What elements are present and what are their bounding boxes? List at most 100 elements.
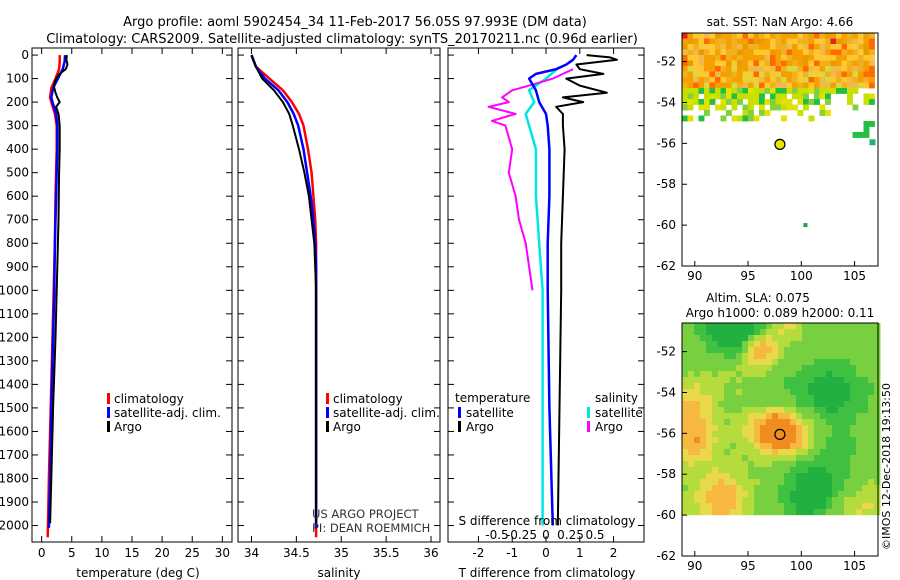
sla-cell (706, 425, 713, 432)
sla-cell (862, 347, 869, 354)
sla-cell (790, 437, 797, 444)
sst-cell (825, 38, 831, 45)
sst-cell (836, 82, 842, 89)
sla-cell (790, 353, 797, 360)
sla-cell (712, 467, 719, 474)
sst-cell (682, 55, 688, 61)
sla-cell (700, 461, 707, 468)
sla-cell (682, 359, 689, 366)
sla-cell (868, 503, 875, 510)
sst-cell (808, 71, 815, 78)
sla-cell (862, 479, 869, 486)
sla-cell (718, 335, 725, 342)
sla-cell (724, 461, 731, 468)
sst-cell (808, 60, 815, 67)
header-line-2: Climatology: CARS2009. Satellite-adjuste… (46, 32, 638, 47)
sla-cell (826, 449, 833, 456)
sla-cell (856, 347, 863, 354)
sla-cell (712, 383, 719, 390)
sst-cell (748, 93, 754, 100)
sst-cell (808, 88, 815, 94)
sst-cell (693, 33, 699, 39)
sla-cell (826, 455, 833, 462)
sst-cell (847, 60, 853, 67)
sla-x-tick-label: 105 (843, 559, 866, 573)
sla-cell (826, 377, 833, 384)
sst-cell (869, 66, 875, 72)
sla-cell (682, 425, 689, 432)
sst-cell (781, 49, 787, 56)
sla-cell (856, 437, 863, 444)
sst-cell (786, 38, 793, 45)
sla-cell (700, 341, 707, 348)
sla-cell (730, 353, 737, 360)
sst-cell (814, 77, 820, 83)
sla-cell (688, 497, 695, 504)
legend-swatch-argo (326, 421, 329, 432)
sst-cell (814, 38, 820, 45)
legend-swatch-temp-satellite (458, 407, 461, 418)
sla-cell (856, 503, 863, 510)
sla-cell (736, 461, 743, 468)
sla-cell (826, 407, 833, 414)
sst-cell (819, 33, 826, 39)
sla-cell (754, 413, 761, 420)
sla-cell (772, 407, 779, 414)
sla-cell (772, 437, 779, 444)
sla-cell (814, 383, 821, 390)
sst-cell (709, 66, 716, 72)
sla-cell (790, 377, 797, 384)
sla-cell (700, 329, 707, 336)
sla-cell (754, 443, 761, 450)
sla-cell (712, 425, 719, 432)
sla-cell (688, 419, 695, 426)
sla-map-title-2: Argo h1000: 0.089 h2000: 0.11 (686, 306, 875, 320)
sst-cell (858, 55, 864, 61)
sla-cell (730, 479, 737, 486)
sst-cell (704, 88, 710, 94)
sla-cell (862, 449, 869, 456)
sst-cell (781, 93, 787, 100)
sla-cell (784, 449, 791, 456)
sla-cell (682, 443, 689, 450)
sla-cell (802, 497, 809, 504)
sst-cell (858, 49, 864, 56)
sla-cell (796, 509, 803, 516)
sla-cell (718, 323, 725, 330)
sla-cell (724, 341, 731, 348)
sla-cell (844, 377, 851, 384)
sst-cell (858, 77, 864, 83)
sst-cell (682, 88, 688, 94)
sla-cell (832, 431, 839, 438)
legend-swatch-temp-argo (458, 421, 461, 432)
sla-cell (778, 503, 785, 510)
sst-cell (808, 66, 815, 72)
sst-cell (742, 60, 749, 67)
sla-cell (742, 353, 749, 360)
legend-label-temp-argo: Argo (466, 420, 494, 434)
sla-cell (856, 329, 863, 336)
sla-cell (796, 425, 803, 432)
sst-cell (869, 33, 875, 39)
sla-cell (778, 359, 785, 366)
sla-cell (718, 443, 725, 450)
sla-cell (682, 461, 689, 468)
sst-cell (764, 110, 771, 116)
sla-cell (736, 371, 743, 378)
sla-cell (874, 425, 881, 432)
sla-cell (700, 509, 707, 516)
sla-cell (748, 419, 755, 426)
sst-cell (786, 55, 793, 61)
sla-cell (838, 431, 845, 438)
sla-cell (808, 419, 815, 426)
sla-cell (832, 419, 839, 426)
sla-cell (832, 509, 839, 516)
sst-cell (698, 60, 705, 67)
sla-cell (844, 395, 851, 402)
sst-cell (814, 93, 820, 100)
sla-cell (706, 401, 713, 408)
sla-cell (766, 365, 773, 372)
sst-cell (814, 33, 820, 39)
sla-cell (814, 359, 821, 366)
sst-cell (808, 99, 815, 105)
